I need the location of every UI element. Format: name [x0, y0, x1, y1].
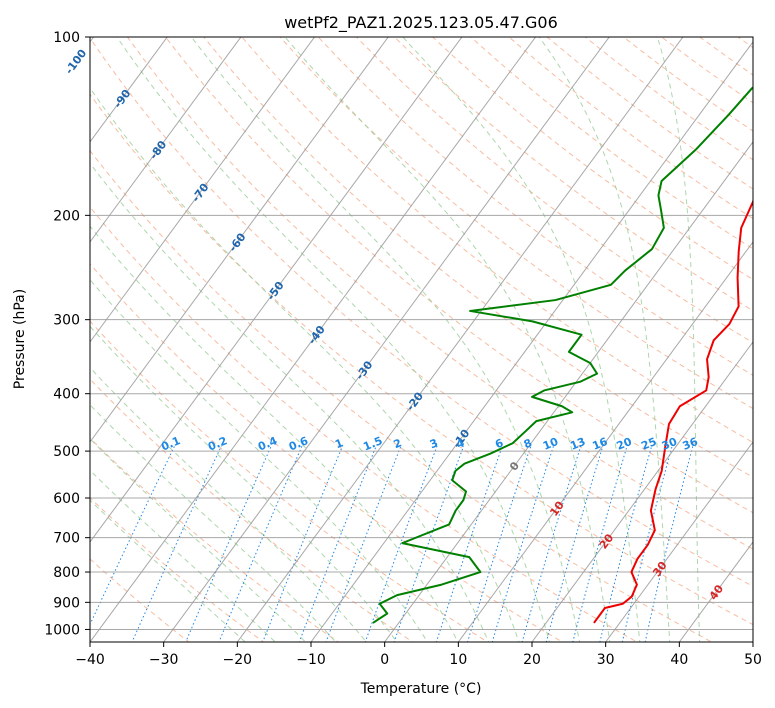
mixing-ratio-line — [621, 445, 673, 642]
isotherm-line — [163, 37, 610, 642]
dry-adiabat-line — [203, 37, 753, 478]
y-tick-label: 500 — [53, 444, 80, 460]
mixing-ratio-lines — [90, 445, 694, 642]
mixing-ratio-line — [599, 445, 653, 642]
isotherm-line — [90, 37, 242, 243]
x-tick-label: 20 — [523, 652, 541, 668]
x-tick-label: 50 — [744, 652, 762, 668]
mixing-ratio-line — [298, 445, 377, 642]
dry-adiabat-line — [355, 37, 753, 344]
y-tick-label: 700 — [53, 531, 80, 547]
mixing-ratio-line — [364, 445, 438, 642]
mixing-ratio-label: 8 — [522, 436, 534, 451]
grid-lines — [90, 37, 753, 642]
mixing-ratio-line — [572, 445, 628, 642]
isotherm-line — [90, 37, 389, 443]
x-tick-label: −10 — [296, 652, 326, 668]
x-tick-label: −30 — [149, 652, 179, 668]
x-tick-label: 10 — [449, 652, 467, 668]
mixing-ratio-label: 2 — [392, 436, 404, 451]
mixing-ratio-line — [393, 445, 465, 642]
mixing-ratio-line — [90, 445, 176, 626]
mixing-ratio-label: 20 — [615, 435, 634, 453]
x-tick-label: 30 — [597, 652, 615, 668]
x-tick-label: 0 — [380, 652, 389, 668]
y-tick-label: 100 — [53, 30, 80, 46]
isotherm-line — [678, 541, 753, 642]
chart-title: wetPf2_PAZ1.2025.123.05.47.G06 — [284, 13, 558, 33]
y-axis: 100 200 300 400 500 600 700 800 900 1000 — [44, 30, 90, 638]
dry-adiabat-line — [90, 93, 753, 626]
mixing-ratio-line — [435, 445, 503, 642]
mixing-ratio-label: 30 — [660, 435, 679, 453]
dewpoint-line — [372, 86, 753, 624]
isotherm-line — [236, 37, 684, 642]
x-axis-title: Temperature (°C) — [360, 681, 482, 697]
y-axis-title: Pressure (hPa) — [12, 289, 28, 389]
x-tick-label: −20 — [223, 652, 253, 668]
mixing-ratio-label: 10 — [541, 435, 560, 453]
x-axis: −40 −30 −20 −10 0 10 20 30 40 50 — [75, 642, 762, 668]
mixing-ratio-label: 1 — [333, 436, 345, 451]
dry-adiabat-line — [279, 37, 753, 410]
y-tick-label: 200 — [53, 208, 80, 224]
mixing-ratio-line — [262, 445, 344, 642]
x-tick-label: −40 — [75, 652, 105, 668]
plot-area — [90, 37, 753, 642]
isotherm-line — [90, 37, 168, 143]
dry-adiabat-line — [90, 206, 639, 642]
isotherm-line — [90, 37, 463, 543]
x-tick-label: 40 — [670, 652, 688, 668]
isotherm-line — [605, 441, 753, 642]
y-tick-label: 600 — [53, 491, 80, 507]
y-tick-label: 300 — [53, 313, 80, 329]
dry-adiabat-line — [90, 263, 564, 642]
isotherm-line — [310, 41, 753, 642]
mixing-ratio-label: 36 — [681, 435, 700, 453]
isotherm-line — [457, 241, 753, 642]
isotherm-line — [90, 37, 316, 343]
dry-adiabat-line — [90, 149, 713, 642]
isotherm-line — [531, 341, 753, 642]
mixing-ratio-label: 3 — [428, 436, 440, 451]
plot-frame — [89, 36, 754, 643]
mixing-ratio-label: 25 — [639, 435, 658, 453]
mixing-ratio-line — [218, 445, 303, 642]
y-tick-label: 900 — [53, 595, 80, 611]
dry-adiabat-line — [90, 437, 340, 642]
mixing-ratio-label: 13 — [568, 435, 587, 453]
mixing-ratio-label: 16 — [590, 435, 609, 453]
isotherm-line — [90, 37, 537, 642]
isotherm-line — [384, 141, 753, 642]
mixing-ratio-line — [325, 445, 402, 642]
moist-adiabat-line — [90, 404, 337, 642]
y-tick-label: 800 — [53, 565, 80, 581]
dry-adiabat-line — [164, 37, 753, 514]
y-tick-label: 1000 — [44, 622, 80, 638]
y-tick-label: 400 — [53, 387, 80, 403]
